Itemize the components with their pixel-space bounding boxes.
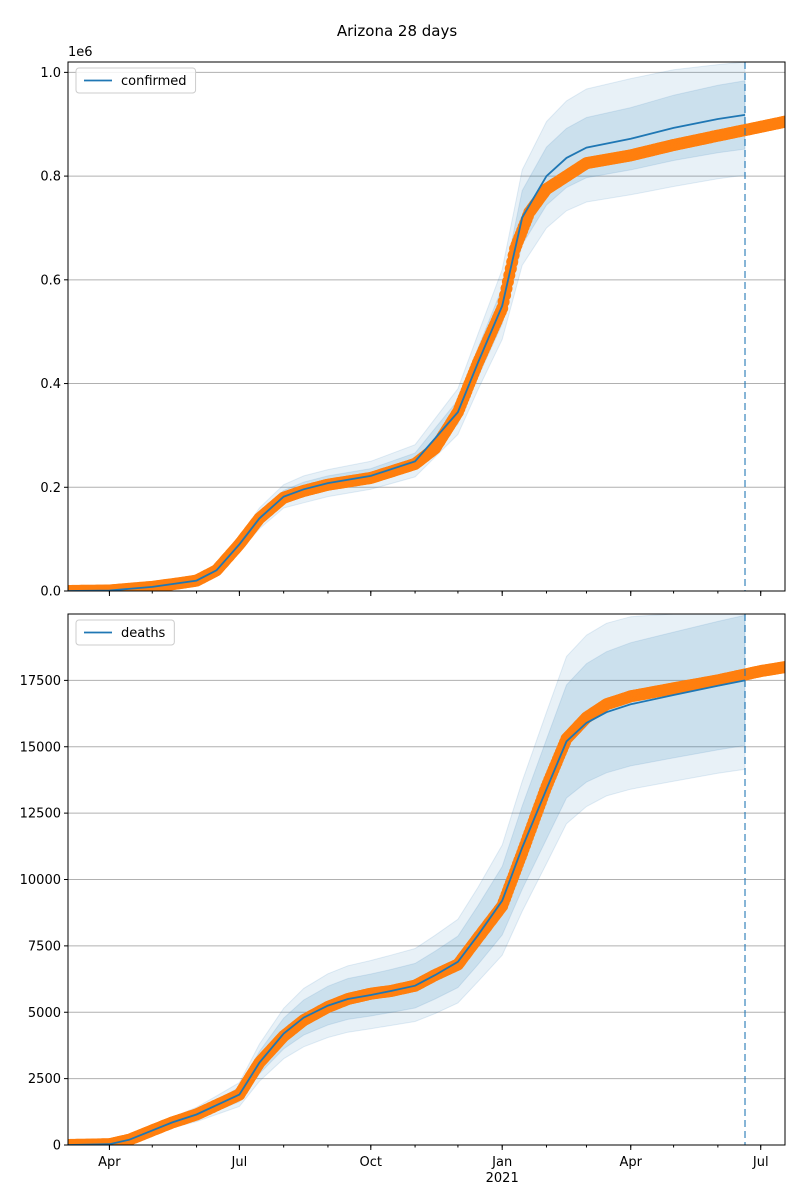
y-offset-label: 1e6 — [68, 45, 93, 60]
legend-box — [75, 619, 175, 646]
y-tick-label: 0.2 — [40, 481, 61, 496]
x-year-label: 2021 — [486, 1171, 519, 1186]
observed-point — [779, 661, 785, 674]
x-tick-label: Apr — [98, 1155, 121, 1170]
x-tick-label: Oct — [360, 1155, 382, 1170]
y-tick-label: 7500 — [28, 939, 61, 954]
plot-area — [68, 62, 785, 591]
panel-deaths: 0 2500 5000 7500 10000 12500 15000 17500 Apr Jul O… — [20, 613, 786, 1186]
y-tick-label: 17500 — [20, 674, 61, 689]
legend-box — [75, 67, 197, 94]
y-tick-label: 0.8 — [40, 170, 61, 185]
plot-area — [68, 614, 785, 1145]
y-tick-label: 0.0 — [40, 585, 61, 600]
observed-point — [779, 115, 785, 128]
y-tick-label: 5000 — [28, 1006, 61, 1021]
chart-title: Arizona 28 days — [337, 22, 458, 40]
x-tick-label: Jan — [491, 1155, 512, 1170]
panel-confirmed: 0.0 0.2 0.4 0.6 0.8 1.0 1e6 confirmed — [40, 45, 786, 600]
model-line-deaths — [68, 679, 746, 1145]
y-tick-label: 0 — [53, 1139, 61, 1154]
y-tick-label: 0.4 — [40, 377, 61, 392]
y-tick-label: 2500 — [28, 1072, 61, 1087]
y-tick-label: 1.0 — [40, 66, 61, 81]
x-tick-label: Jul — [231, 1155, 248, 1170]
y-tick-label: 12500 — [20, 807, 61, 822]
model-line-confirmed — [68, 114, 746, 591]
legend-label: deaths — [121, 626, 166, 641]
axes-frame — [67, 61, 786, 592]
y-tick-label: 0.6 — [40, 273, 61, 288]
x-tick-label: Jul — [752, 1155, 769, 1170]
legend-deaths: deaths — [75, 619, 175, 646]
legend-confirmed: confirmed — [75, 67, 197, 94]
legend-label: confirmed — [121, 74, 187, 89]
y-tick-label: 15000 — [20, 740, 61, 755]
x-tick-label: Apr — [619, 1155, 642, 1170]
y-tick-label: 10000 — [20, 873, 61, 888]
